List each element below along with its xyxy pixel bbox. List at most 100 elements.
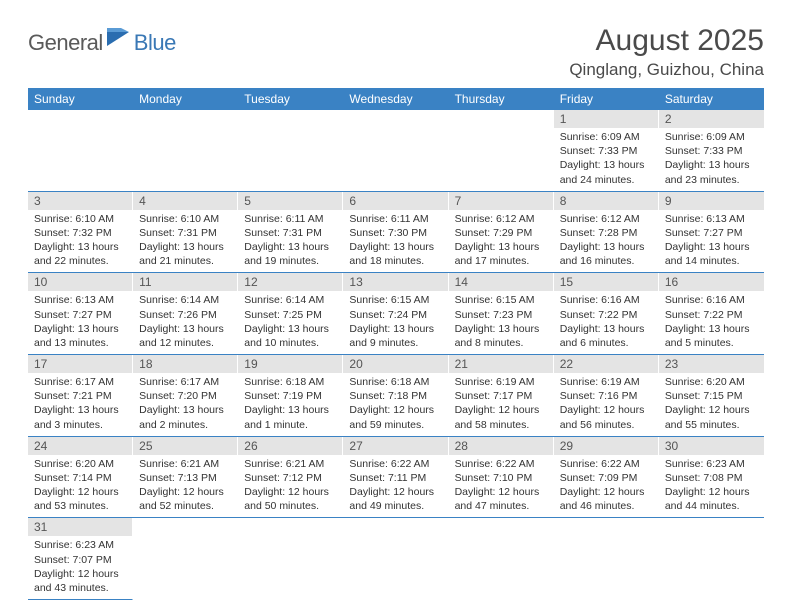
sunrise-text: Sunrise: 6:18 AM bbox=[244, 375, 336, 389]
day-cell: 27Sunrise: 6:22 AMSunset: 7:11 PMDayligh… bbox=[343, 437, 448, 518]
sunrise-text: Sunrise: 6:14 AM bbox=[244, 293, 336, 307]
sunset-text: Sunset: 7:16 PM bbox=[560, 389, 652, 403]
sunrise-text: Sunrise: 6:19 AM bbox=[455, 375, 547, 389]
daylight-text: and 10 minutes. bbox=[244, 336, 336, 350]
week-row: 17Sunrise: 6:17 AMSunset: 7:21 PMDayligh… bbox=[28, 355, 764, 437]
day-number: 12 bbox=[238, 273, 342, 291]
day-info: Sunrise: 6:15 AMSunset: 7:23 PMDaylight:… bbox=[449, 291, 553, 354]
day-info: Sunrise: 6:21 AMSunset: 7:12 PMDaylight:… bbox=[238, 455, 342, 518]
day-cell: 20Sunrise: 6:18 AMSunset: 7:18 PMDayligh… bbox=[343, 355, 448, 436]
sunrise-text: Sunrise: 6:13 AM bbox=[34, 293, 126, 307]
sunset-text: Sunset: 7:24 PM bbox=[349, 308, 441, 322]
day-number: 4 bbox=[133, 192, 237, 210]
day-cell bbox=[28, 110, 133, 191]
sunrise-text: Sunrise: 6:11 AM bbox=[349, 212, 441, 226]
calendar: Sunday Monday Tuesday Wednesday Thursday… bbox=[28, 88, 764, 600]
sunset-text: Sunset: 7:21 PM bbox=[34, 389, 126, 403]
day-cell: 12Sunrise: 6:14 AMSunset: 7:25 PMDayligh… bbox=[238, 273, 343, 354]
day-info: Sunrise: 6:14 AMSunset: 7:26 PMDaylight:… bbox=[133, 291, 237, 354]
daylight-text: Daylight: 12 hours bbox=[665, 485, 758, 499]
day-info: Sunrise: 6:20 AMSunset: 7:14 PMDaylight:… bbox=[28, 455, 132, 518]
day-cell: 19Sunrise: 6:18 AMSunset: 7:19 PMDayligh… bbox=[238, 355, 343, 436]
sunrise-text: Sunrise: 6:14 AM bbox=[139, 293, 231, 307]
sunrise-text: Sunrise: 6:16 AM bbox=[560, 293, 652, 307]
day-cell: 7Sunrise: 6:12 AMSunset: 7:29 PMDaylight… bbox=[449, 192, 554, 273]
brand-part2: Blue bbox=[134, 30, 176, 56]
day-info: Sunrise: 6:17 AMSunset: 7:20 PMDaylight:… bbox=[133, 373, 237, 436]
day-number: 31 bbox=[28, 518, 132, 536]
day-number: 1 bbox=[554, 110, 658, 128]
day-info: Sunrise: 6:09 AMSunset: 7:33 PMDaylight:… bbox=[554, 128, 658, 191]
sunrise-text: Sunrise: 6:15 AM bbox=[455, 293, 547, 307]
day-info: Sunrise: 6:13 AMSunset: 7:27 PMDaylight:… bbox=[28, 291, 132, 354]
day-cell: 15Sunrise: 6:16 AMSunset: 7:22 PMDayligh… bbox=[554, 273, 659, 354]
sunrise-text: Sunrise: 6:22 AM bbox=[560, 457, 652, 471]
day-info: Sunrise: 6:22 AMSunset: 7:11 PMDaylight:… bbox=[343, 455, 447, 518]
day-cell: 26Sunrise: 6:21 AMSunset: 7:12 PMDayligh… bbox=[238, 437, 343, 518]
location: Qinglang, Guizhou, China bbox=[569, 60, 764, 80]
daylight-text: Daylight: 13 hours bbox=[665, 322, 758, 336]
daylight-text: and 1 minute. bbox=[244, 418, 336, 432]
daylight-text: Daylight: 12 hours bbox=[34, 485, 126, 499]
daylight-text: and 46 minutes. bbox=[560, 499, 652, 513]
daylight-text: Daylight: 12 hours bbox=[34, 567, 126, 581]
day-info: Sunrise: 6:13 AMSunset: 7:27 PMDaylight:… bbox=[659, 210, 764, 273]
day-number: 8 bbox=[554, 192, 658, 210]
day-number: 19 bbox=[238, 355, 342, 373]
daylight-text: Daylight: 13 hours bbox=[244, 403, 336, 417]
sunrise-text: Sunrise: 6:18 AM bbox=[349, 375, 441, 389]
day-info: Sunrise: 6:23 AMSunset: 7:07 PMDaylight:… bbox=[28, 536, 132, 599]
day-info: Sunrise: 6:19 AMSunset: 7:17 PMDaylight:… bbox=[449, 373, 553, 436]
daylight-text: Daylight: 13 hours bbox=[349, 322, 441, 336]
sunset-text: Sunset: 7:28 PM bbox=[560, 226, 652, 240]
daylight-text: and 6 minutes. bbox=[560, 336, 652, 350]
day-number: 5 bbox=[238, 192, 342, 210]
daylight-text: and 8 minutes. bbox=[455, 336, 547, 350]
day-info: Sunrise: 6:17 AMSunset: 7:21 PMDaylight:… bbox=[28, 373, 132, 436]
day-cell: 25Sunrise: 6:21 AMSunset: 7:13 PMDayligh… bbox=[133, 437, 238, 518]
daylight-text: Daylight: 13 hours bbox=[139, 322, 231, 336]
sunset-text: Sunset: 7:14 PM bbox=[34, 471, 126, 485]
day-number: 22 bbox=[554, 355, 658, 373]
weekday-label: Sunday bbox=[28, 88, 133, 110]
week-row: 24Sunrise: 6:20 AMSunset: 7:14 PMDayligh… bbox=[28, 437, 764, 519]
daylight-text: and 24 minutes. bbox=[560, 173, 652, 187]
weekday-label: Wednesday bbox=[343, 88, 448, 110]
weekday-label: Tuesday bbox=[238, 88, 343, 110]
sunset-text: Sunset: 7:30 PM bbox=[349, 226, 441, 240]
sunset-text: Sunset: 7:19 PM bbox=[244, 389, 336, 403]
daylight-text: Daylight: 12 hours bbox=[455, 403, 547, 417]
day-number: 26 bbox=[238, 437, 342, 455]
daylight-text: and 17 minutes. bbox=[455, 254, 547, 268]
sunset-text: Sunset: 7:22 PM bbox=[665, 308, 758, 322]
day-info: Sunrise: 6:18 AMSunset: 7:18 PMDaylight:… bbox=[343, 373, 447, 436]
day-cell: 29Sunrise: 6:22 AMSunset: 7:09 PMDayligh… bbox=[554, 437, 659, 518]
day-number: 15 bbox=[554, 273, 658, 291]
day-number: 23 bbox=[659, 355, 764, 373]
day-cell: 2Sunrise: 6:09 AMSunset: 7:33 PMDaylight… bbox=[659, 110, 764, 191]
brand-part1: General bbox=[28, 30, 103, 56]
daylight-text: Daylight: 12 hours bbox=[349, 403, 441, 417]
day-cell: 28Sunrise: 6:22 AMSunset: 7:10 PMDayligh… bbox=[449, 437, 554, 518]
sunrise-text: Sunrise: 6:09 AM bbox=[560, 130, 652, 144]
day-cell: 4Sunrise: 6:10 AMSunset: 7:31 PMDaylight… bbox=[133, 192, 238, 273]
day-cell: 3Sunrise: 6:10 AMSunset: 7:32 PMDaylight… bbox=[28, 192, 133, 273]
sunset-text: Sunset: 7:27 PM bbox=[34, 308, 126, 322]
month-title: August 2025 bbox=[569, 24, 764, 58]
day-cell: 9Sunrise: 6:13 AMSunset: 7:27 PMDaylight… bbox=[659, 192, 764, 273]
sunrise-text: Sunrise: 6:20 AM bbox=[665, 375, 758, 389]
sunset-text: Sunset: 7:09 PM bbox=[560, 471, 652, 485]
day-cell: 21Sunrise: 6:19 AMSunset: 7:17 PMDayligh… bbox=[449, 355, 554, 436]
brand-logo: General Blue bbox=[28, 30, 176, 56]
sunrise-text: Sunrise: 6:23 AM bbox=[34, 538, 126, 552]
weekday-header: Sunday Monday Tuesday Wednesday Thursday… bbox=[28, 88, 764, 110]
sunrise-text: Sunrise: 6:10 AM bbox=[34, 212, 126, 226]
sunset-text: Sunset: 7:20 PM bbox=[139, 389, 231, 403]
daylight-text: Daylight: 13 hours bbox=[244, 322, 336, 336]
sunset-text: Sunset: 7:23 PM bbox=[455, 308, 547, 322]
sunset-text: Sunset: 7:26 PM bbox=[139, 308, 231, 322]
day-info: Sunrise: 6:18 AMSunset: 7:19 PMDaylight:… bbox=[238, 373, 342, 436]
daylight-text: Daylight: 13 hours bbox=[244, 240, 336, 254]
sunset-text: Sunset: 7:17 PM bbox=[455, 389, 547, 403]
header: General Blue August 2025 Qinglang, Guizh… bbox=[28, 24, 764, 80]
